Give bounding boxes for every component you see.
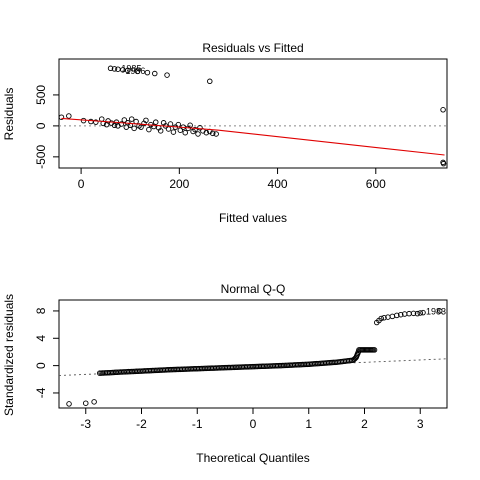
y-tick-label: 0 <box>34 122 48 129</box>
x-tick-label: 1 <box>305 417 312 431</box>
x-tick-label: 600 <box>366 177 386 191</box>
x-tick-label: 0 <box>78 177 85 191</box>
y-tick-label: 0 <box>34 362 48 369</box>
chart-title: Normal Q-Q <box>221 282 286 296</box>
chart-title: Residuals vs Fitted <box>202 41 303 55</box>
y-tick-label: 500 <box>34 85 48 105</box>
y-tick-label: -500 <box>34 145 48 169</box>
y-axis-label: Residuals <box>2 88 16 141</box>
x-tick-label: -3 <box>80 417 91 431</box>
y-tick-label: 8 <box>34 307 48 314</box>
x-tick-label: 0 <box>250 417 257 431</box>
x-tick-label: 400 <box>268 177 288 191</box>
x-tick-label: 2 <box>361 417 368 431</box>
x-tick-label: -1 <box>192 417 203 431</box>
point-annotation: 1983 <box>426 307 446 317</box>
x-tick-label: 3 <box>417 417 424 431</box>
point-annotation: 1986 <box>125 66 145 76</box>
x-axis-label: Theoretical Quantiles <box>196 451 309 465</box>
x-axis-label: Fitted values <box>219 211 287 225</box>
y-tick-label: 4 <box>34 335 48 342</box>
y-tick-label: -4 <box>34 387 48 398</box>
x-tick-label: -2 <box>136 417 147 431</box>
y-axis-label: Standardized residuals <box>2 294 16 416</box>
x-tick-label: 200 <box>169 177 189 191</box>
